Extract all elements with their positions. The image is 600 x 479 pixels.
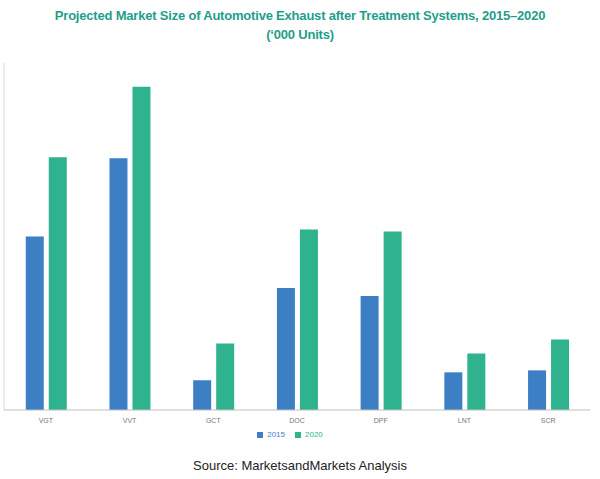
html-text:2015: 2015 xyxy=(267,430,285,439)
html-text:Source: MarketsandMarkets Anal: Source: MarketsandMarkets Analysis xyxy=(193,458,407,473)
svg-text:VGT: VGT xyxy=(39,417,54,424)
html-text:(‘000 Units): (‘000 Units) xyxy=(266,27,334,42)
svg-text:DPF: DPF xyxy=(374,417,388,424)
svg-text:DOC: DOC xyxy=(289,417,305,424)
html-text:2020: 2020 xyxy=(305,430,323,439)
svg-text:LNT: LNT xyxy=(458,417,472,424)
html-text:Projected Market Size of Autom: Projected Market Size of Automotive Exha… xyxy=(54,8,546,23)
svg-text:VVT: VVT xyxy=(123,417,137,424)
svg-text:GCT: GCT xyxy=(206,417,222,424)
svg-text:SCR: SCR xyxy=(541,417,556,424)
